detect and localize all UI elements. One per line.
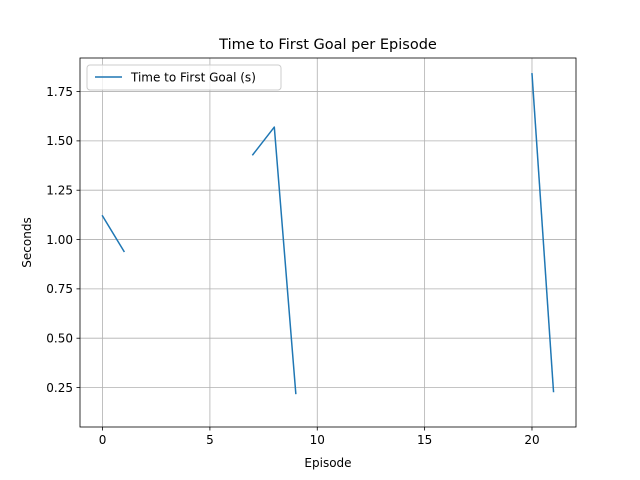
series-line-segment bbox=[531, 73, 555, 393]
series-lines bbox=[101, 73, 555, 395]
y-tick-label: 0.75 bbox=[46, 282, 73, 296]
chart-title: Time to First Goal per Episode bbox=[218, 37, 437, 53]
y-tick-label: 1.00 bbox=[46, 233, 73, 247]
plot-frame bbox=[79, 57, 577, 428]
y-tick-label: 1.75 bbox=[46, 85, 73, 99]
x-tick-label: 20 bbox=[524, 433, 539, 447]
y-axis-label: Seconds bbox=[20, 217, 34, 267]
x-tick-label: 15 bbox=[417, 433, 432, 447]
y-tick-label: 0.25 bbox=[46, 381, 73, 395]
y-tick-label: 0.50 bbox=[46, 332, 73, 346]
x-tick-label: 5 bbox=[206, 433, 214, 447]
x-axis-ticks: 0 5 10 15 20 bbox=[99, 427, 540, 447]
grid bbox=[80, 58, 576, 427]
legend-label: Time to First Goal (s) bbox=[130, 71, 256, 85]
y-tick-label: 1.50 bbox=[46, 134, 73, 148]
legend: Time to First Goal (s) bbox=[86, 64, 282, 91]
y-tick-label: 1.25 bbox=[46, 184, 73, 198]
x-tick-label: 10 bbox=[310, 433, 325, 447]
x-axis-label: Episode bbox=[304, 456, 351, 470]
series-line-segment bbox=[251, 126, 297, 395]
series-line-segment bbox=[101, 214, 126, 253]
plot-area bbox=[80, 58, 576, 427]
y-axis-ticks: 0.25 0.50 0.75 1.00 1.25 1.50 1.75 bbox=[46, 85, 80, 395]
x-tick-label: 0 bbox=[99, 433, 107, 447]
legend-box bbox=[86, 64, 282, 91]
